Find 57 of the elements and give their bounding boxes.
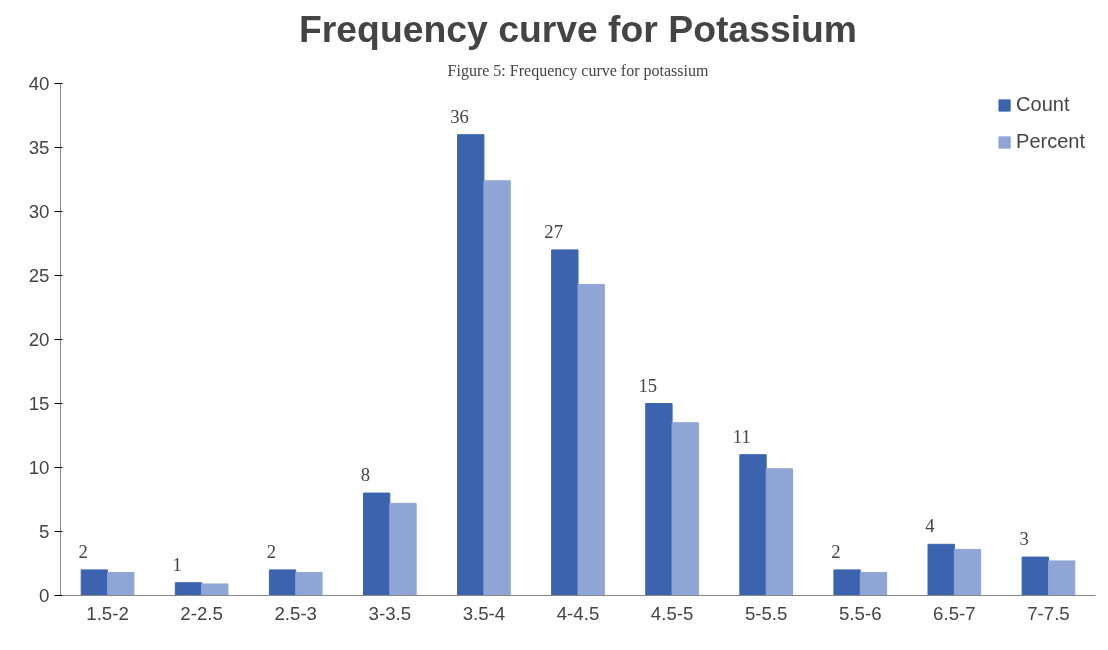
y-tick-label: 35 (28, 137, 50, 158)
y-tick-label: 15 (28, 393, 50, 414)
bar (483, 180, 511, 596)
bar (1047, 560, 1076, 596)
bar (551, 249, 579, 596)
bar (577, 283, 605, 596)
chart-title: Frequency curve for Potassium (298, 7, 858, 50)
data-label: 2 (831, 540, 841, 562)
x-tick-label: 3.5-4 (462, 602, 506, 624)
x-tick-label: 4.5-5 (650, 602, 694, 624)
x-tick-label: 2-2.5 (180, 602, 223, 624)
bar (295, 571, 323, 596)
data-label: 3 (1019, 528, 1029, 550)
bar (107, 571, 135, 596)
bar (457, 134, 485, 596)
caption: Figure 5: Frequency curve for potassium (447, 61, 709, 80)
bar (859, 571, 888, 596)
bar (1021, 556, 1049, 596)
x-tick-label: 2.5-3 (274, 602, 317, 624)
y-tick-label: 25 (28, 265, 50, 286)
y-tick-label: 20 (28, 329, 50, 350)
data-label: 11 (732, 425, 751, 447)
x-tick-label: 1.5-2 (86, 602, 129, 624)
data-label: 1 (172, 553, 182, 575)
bar (389, 502, 417, 596)
legend-label: Percent (1016, 130, 1085, 153)
bar (833, 569, 861, 596)
data-label: 8 (360, 464, 371, 486)
y-tick-label: 30 (28, 201, 50, 222)
bar (645, 403, 673, 596)
x-tick-label: 4-4.5 (556, 602, 600, 624)
data-label: 27 (544, 220, 563, 242)
bar (362, 492, 391, 596)
x-tick-label: 3-3.5 (368, 602, 412, 624)
bar (953, 548, 982, 596)
x-tick-label: 5.5-6 (839, 602, 882, 624)
data-label: 2 (78, 540, 88, 562)
y-tick-label: 10 (28, 457, 50, 478)
data-label: 4 (925, 515, 936, 537)
y-tick-label: 0 (39, 585, 50, 606)
bar (927, 543, 955, 596)
x-tick-label: 5-5.5 (744, 602, 788, 624)
data-label: 36 (450, 105, 469, 127)
x-tick-label: 6.5-7 (933, 602, 976, 624)
y-tick-label: 5 (39, 521, 50, 542)
bar (739, 454, 767, 596)
data-label: 15 (638, 374, 658, 396)
bar (174, 582, 203, 596)
bar (671, 422, 699, 596)
data-label: 2 (266, 540, 277, 562)
legend-label: Count (1016, 93, 1070, 116)
y-tick-label: 40 (28, 73, 50, 94)
bar (80, 569, 109, 596)
bar (268, 569, 297, 596)
bar (765, 468, 794, 596)
x-tick-label: 7-7.5 (1027, 602, 1070, 624)
bar (201, 583, 229, 596)
